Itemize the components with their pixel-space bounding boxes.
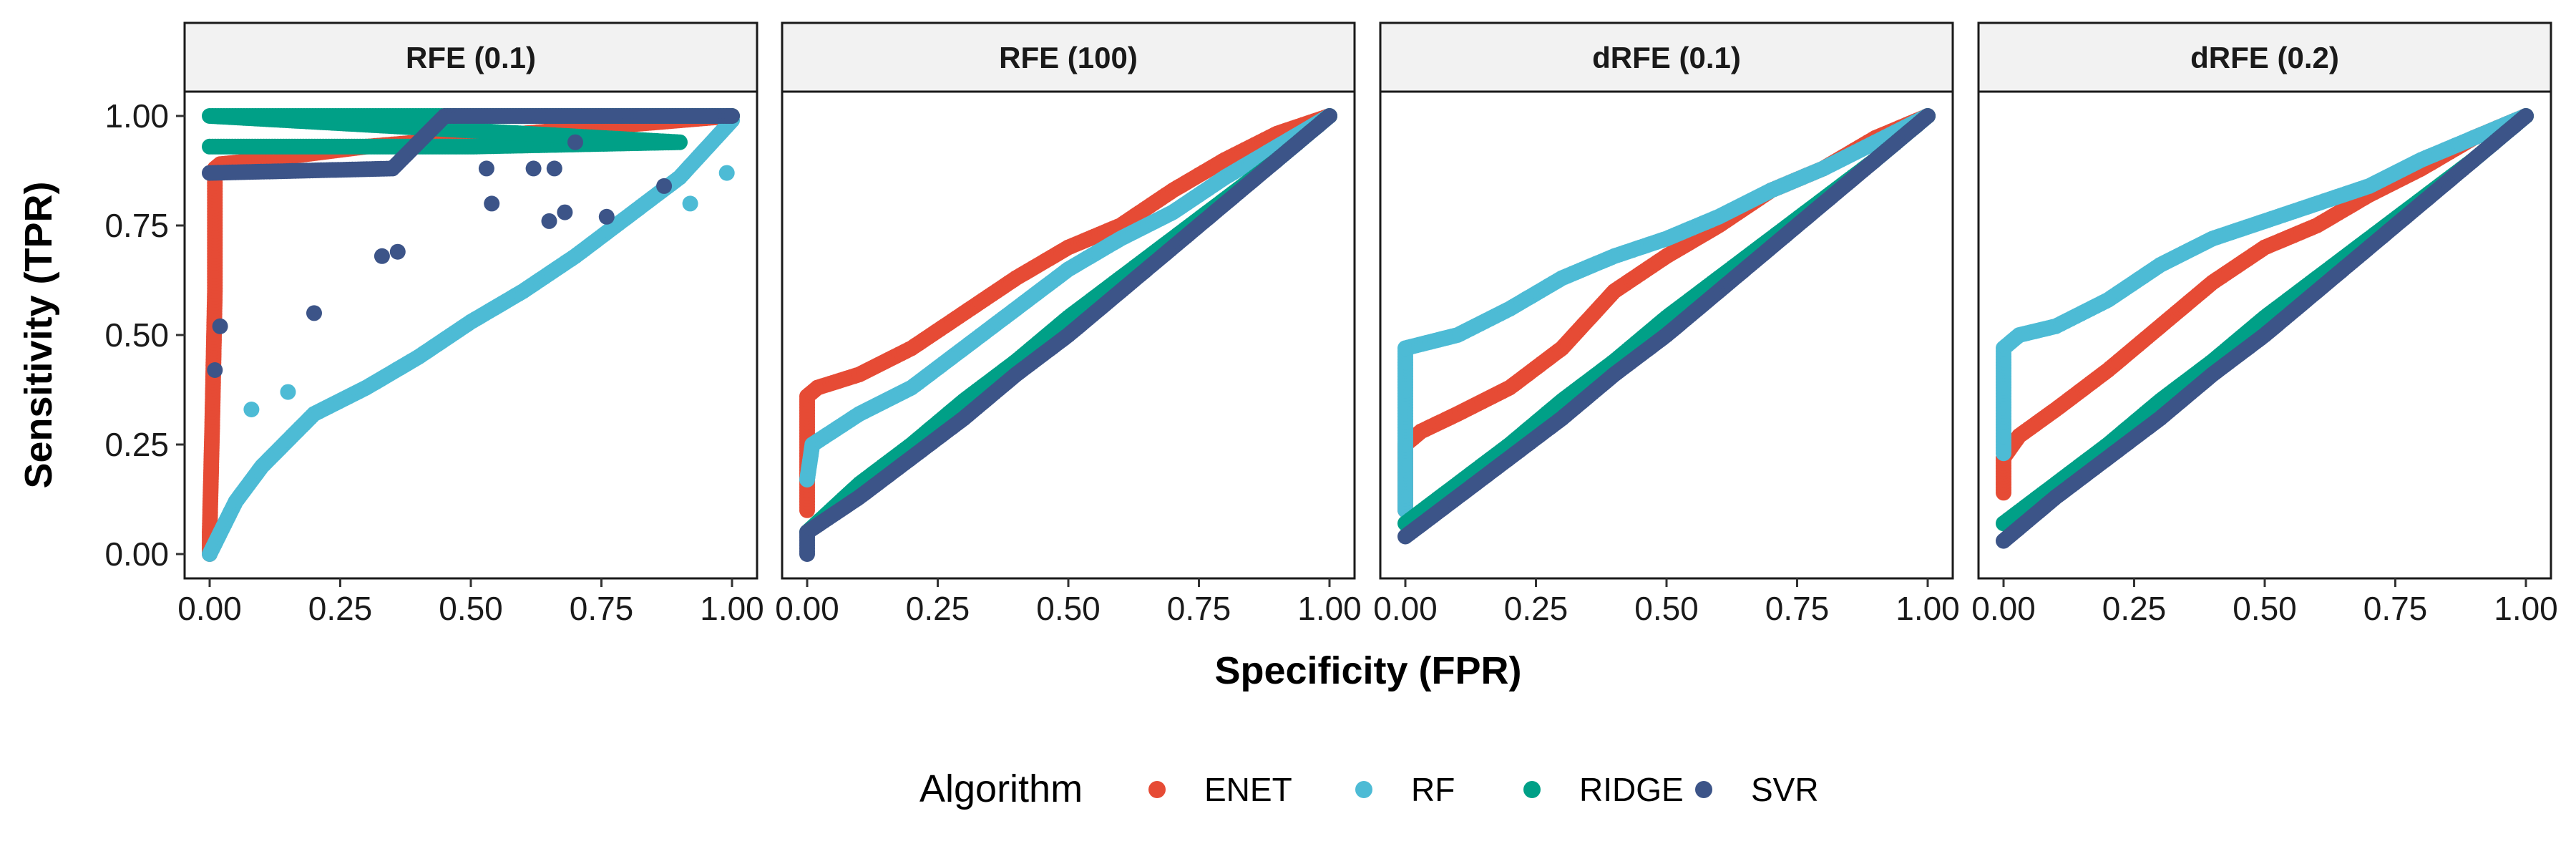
series-svr	[202, 108, 740, 378]
panel-strip	[183, 21, 758, 93]
x-tick-label: 0.00	[177, 590, 242, 627]
legend-label: ENET	[1204, 771, 1292, 808]
plot-area	[202, 108, 740, 562]
panel-3: dRFE (0.1) 0.00 0.25 0.50 0.75 1.00	[1373, 21, 1960, 627]
panel-strip	[781, 21, 1356, 93]
roc-point	[389, 243, 406, 260]
legend-title: Algorithm	[919, 767, 1083, 810]
roc-point	[567, 134, 583, 150]
legend-label: RIDGE	[1579, 771, 1684, 808]
roc-point	[656, 178, 673, 194]
roc-point	[478, 160, 494, 177]
panel-2: RFE (100) 0.00 0.25 0.50 0.75 1.00	[775, 21, 1362, 627]
roc-point	[718, 165, 735, 181]
y-tick-label: 0.25	[104, 426, 169, 463]
panel-title: dRFE (0.1)	[1592, 41, 1741, 74]
roc-point	[682, 195, 698, 212]
series-svr	[799, 108, 1337, 562]
x-tick-label: 0.50	[1634, 590, 1699, 627]
panel-4: dRFE (0.2) 0.00 0.25 0.50 0.75 1.00	[1971, 21, 2558, 627]
x-tick-label: 0.00	[1373, 590, 1438, 627]
series-svr	[1397, 108, 1936, 545]
legend: Algorithm ENET RF RIDGE SVR	[919, 767, 1819, 810]
x-tick-label: 0.25	[308, 590, 373, 627]
series-rf	[1397, 108, 1936, 518]
x-tick-label: 0.75	[2363, 590, 2428, 627]
panels-group: RFE (0.1) 0.00 0.25 0.50 0.75 1.00 0.00 0.25 0.5…	[104, 21, 2558, 627]
x-tick-label: 0.00	[775, 590, 839, 627]
x-tick-label: 1.00	[1896, 590, 1960, 627]
roc-point	[541, 213, 557, 229]
series-svr	[1996, 108, 2534, 549]
panel-strip	[1977, 21, 2552, 93]
roc-point	[2518, 108, 2534, 124]
legend-key	[1695, 781, 1712, 798]
roc-point	[484, 195, 500, 212]
panel-strip	[1379, 21, 1954, 93]
roc-point	[212, 318, 228, 334]
roc-point	[207, 362, 223, 378]
plot-area	[1996, 108, 2534, 549]
legend-label: RF	[1411, 771, 1455, 808]
legend-key	[1148, 781, 1166, 798]
legend-key	[1523, 781, 1541, 798]
roc-point	[1322, 108, 1337, 124]
roc-point	[546, 160, 562, 177]
y-tick-label: 0.00	[104, 535, 169, 573]
panel-title: RFE (0.1)	[406, 41, 536, 74]
panel-1: RFE (0.1) 0.00 0.25 0.50 0.75 1.00 0.00 0.25 0.5…	[104, 21, 764, 627]
panel-title: RFE (100)	[999, 41, 1138, 74]
legend-item-ridge: RIDGE	[1523, 771, 1684, 808]
x-tick-label: 0.25	[1504, 590, 1568, 627]
y-tick-label: 0.50	[104, 316, 169, 354]
x-tick-label: 1.00	[2494, 590, 2558, 627]
roc-point	[1920, 108, 1936, 124]
series-rf	[202, 112, 740, 562]
x-tick-label: 1.00	[1297, 590, 1362, 627]
roc-point	[724, 108, 740, 124]
x-tick-label: 0.75	[1765, 590, 1830, 627]
legend-label: SVR	[1751, 771, 1819, 808]
x-tick-label: 0.00	[1971, 590, 2036, 627]
roc-point	[374, 248, 390, 264]
x-tick-label: 0.25	[906, 590, 970, 627]
roc-point	[525, 160, 542, 177]
legend-item-svr: SVR	[1695, 771, 1819, 808]
x-tick-label: 0.50	[439, 590, 503, 627]
x-axis-title: Specificity (FPR)	[1214, 649, 1521, 692]
y-axis-title: Sensitivity (TPR)	[17, 181, 60, 488]
roc-point	[280, 384, 296, 400]
x-tick-label: 0.75	[1167, 590, 1231, 627]
x-tick-label: 1.00	[700, 590, 764, 627]
plot-area	[1397, 108, 1936, 545]
x-tick-label: 0.50	[2233, 590, 2297, 627]
legend-key	[1355, 781, 1372, 798]
plot-area	[799, 108, 1337, 562]
y-tick-label: 0.75	[104, 207, 169, 244]
panel-title: dRFE (0.2)	[2190, 41, 2339, 74]
legend-item-rf: RF	[1355, 771, 1455, 808]
x-tick-label: 0.50	[1036, 590, 1101, 627]
x-tick-label: 0.25	[2102, 590, 2167, 627]
roc-point	[306, 305, 322, 321]
y-tick-label: 1.00	[104, 97, 169, 135]
x-tick-label: 0.75	[570, 590, 634, 627]
legend-item-enet: ENET	[1148, 771, 1292, 808]
roc-point	[598, 208, 615, 225]
roc-point	[557, 204, 573, 220]
roc-point	[243, 402, 260, 417]
